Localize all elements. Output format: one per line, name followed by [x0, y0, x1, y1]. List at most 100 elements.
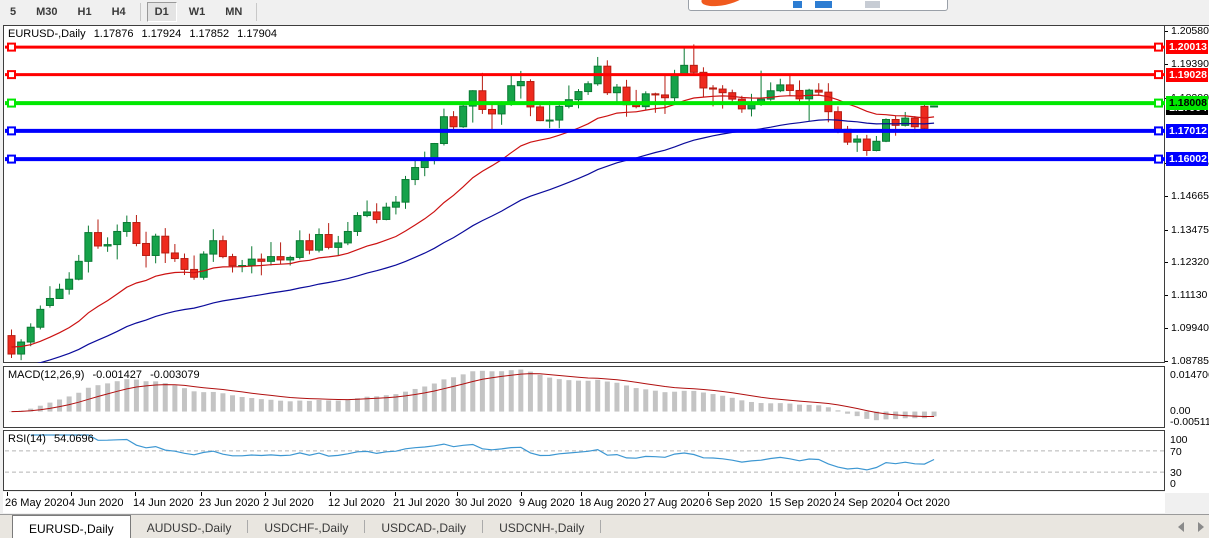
- date-tick-mark: [457, 492, 458, 496]
- price-tick-mark: [1165, 261, 1168, 263]
- date-tick-mark: [395, 492, 396, 496]
- date-tick-mark: [771, 492, 772, 496]
- timeframe-button-d1[interactable]: D1: [146, 2, 177, 22]
- horizontal-level-line[interactable]: [5, 154, 1165, 164]
- tab-audusd-daily[interactable]: AUDUSD-,Daily: [146, 521, 232, 535]
- macd-label: MACD(12,26,9) -0.001427 -0.003079: [8, 369, 205, 381]
- date-tick-mark: [265, 492, 266, 496]
- timeframe-toolbar: 5 M30 H1 H4 D1 W1 MN: [0, 0, 1209, 24]
- ma-slow-line: [36, 119, 935, 363]
- tab-scroll-left-icon[interactable]: [1178, 522, 1184, 532]
- tab-scroll-right-icon[interactable]: [1198, 522, 1204, 532]
- chart-symbol-label: EURUSD-,Daily: [8, 28, 86, 40]
- price-chart-canvas[interactable]: [5, 27, 1165, 363]
- timeframe-button-h1[interactable]: H1: [77, 6, 92, 18]
- candles: [7, 44, 939, 361]
- date-label: 30 Jul 2020: [455, 497, 512, 509]
- price-tick-mark: [1165, 229, 1168, 231]
- horizontal-level-line[interactable]: [5, 70, 1165, 80]
- level-line-handle[interactable]: [1154, 70, 1163, 80]
- chart-tab-bar: EURUSD-,Daily AUDUSD-,Daily USDCHF-,Dail…: [0, 514, 1209, 538]
- date-label: 4 Jun 2020: [69, 497, 124, 509]
- level-line-handle[interactable]: [7, 42, 16, 52]
- tab-eurusd-daily[interactable]: EURUSD-,Daily: [12, 515, 131, 538]
- chart-open-value: 1.17876: [93, 28, 134, 40]
- date-label: 14 Jun 2020: [133, 497, 194, 509]
- chart-close-value: 1.17904: [237, 28, 277, 40]
- ma-fast-line: [11, 94, 935, 348]
- date-tick-mark: [708, 492, 709, 496]
- price-chart-panel[interactable]: EURUSD-,Daily 1.17876 1.17924 1.17852 1.…: [3, 25, 1165, 363]
- toolbar-divider: [139, 3, 141, 21]
- price-level-badge: 1.17012: [1166, 123, 1208, 138]
- level-line-handle[interactable]: [1154, 126, 1163, 136]
- partial-overlay-window[interactable]: [688, 0, 948, 11]
- rsi-indicator-panel[interactable]: RSI(14) 54.0696: [3, 430, 1165, 491]
- date-label: 2 Jul 2020: [263, 497, 314, 509]
- timeframe-button-mn[interactable]: MN: [225, 6, 243, 18]
- price-level-badge: 1.19028: [1166, 67, 1208, 82]
- date-scale-axis[interactable]: 26 May 2020 4 Jun 2020 14 Jun 2020 23 Jun 2…: [3, 492, 1165, 513]
- timeframe-button-m30[interactable]: M30: [36, 6, 58, 18]
- tab-divider: [364, 520, 366, 533]
- date-tick-mark: [898, 492, 899, 496]
- date-tick-mark: [521, 492, 522, 496]
- level-line-handle[interactable]: [1154, 98, 1163, 108]
- level-line-handle[interactable]: [7, 98, 16, 108]
- tab-divider: [482, 520, 484, 533]
- date-label: 4 Oct 2020: [896, 497, 950, 509]
- price-level-badge: 1.20013: [1166, 40, 1208, 55]
- date-label: 15 Sep 2020: [769, 497, 832, 509]
- rsi-axis-30: 30: [1170, 467, 1182, 479]
- horizontal-level-line[interactable]: [5, 42, 1165, 52]
- price-tick-label: 1.14665: [1171, 190, 1209, 203]
- macd-canvas[interactable]: [5, 368, 1165, 428]
- timeframe-button-w1[interactable]: W1: [188, 6, 206, 18]
- price-tick-label: 1.20580: [1171, 25, 1209, 38]
- blue-glyph-icon: [793, 1, 802, 8]
- date-label: 27 Aug 2020: [643, 497, 705, 509]
- macd-histogram: [9, 369, 937, 421]
- rsi-canvas[interactable]: [5, 432, 1165, 491]
- date-label: 9 Aug 2020: [519, 497, 575, 509]
- gray-glyph-icon: [865, 1, 880, 8]
- level-line-handle[interactable]: [1154, 42, 1163, 52]
- tab-divider: [247, 520, 249, 533]
- level-line-handle[interactable]: [7, 70, 16, 80]
- date-tick-mark: [835, 492, 836, 496]
- rsi-value: 54.0696: [53, 433, 94, 445]
- horizontal-level-line[interactable]: [5, 126, 1165, 136]
- tab-usdcad-daily[interactable]: USDCAD-,Daily: [381, 521, 467, 535]
- price-tick-label: 1.19390: [1171, 58, 1209, 71]
- blue-glyph-icon: [815, 1, 832, 8]
- price-scale-axis[interactable]: 0.014706 0.00 -0.005113 100 70 30 0 1.20…: [1165, 25, 1209, 493]
- date-label: 26 May 2020: [5, 497, 69, 509]
- tab-divider: [600, 520, 602, 533]
- date-tick-mark: [7, 492, 8, 496]
- date-label: 18 Aug 2020: [579, 497, 641, 509]
- price-tick-mark: [1165, 360, 1168, 362]
- price-level-badge: 1.16002: [1166, 152, 1208, 167]
- macd-signal-value: -0.003079: [150, 369, 200, 381]
- price-tick-label: 1.11130: [1171, 289, 1208, 302]
- price-tick-mark: [1165, 328, 1168, 330]
- macd-indicator-panel[interactable]: MACD(12,26,9) -0.001427 -0.003079: [3, 366, 1165, 428]
- rsi-line: [30, 434, 935, 471]
- price-tick-label: 1.13475: [1171, 223, 1209, 236]
- chart-window: EURUSD-,Daily 1.17876 1.17924 1.17852 1.…: [3, 25, 1165, 491]
- orange-logo-icon: [699, 0, 749, 10]
- level-line-handle[interactable]: [7, 126, 16, 136]
- chart-high-value: 1.17924: [141, 28, 182, 40]
- price-tick-label: 1.09940: [1171, 322, 1209, 335]
- rsi-axis-70: 70: [1170, 446, 1182, 458]
- tab-usdchf-daily[interactable]: USDCHF-,Daily: [264, 521, 349, 535]
- timeframe-button-h4[interactable]: H4: [111, 6, 126, 18]
- level-line-handle[interactable]: [7, 154, 16, 164]
- tab-usdcnh-daily[interactable]: USDCNH-,Daily: [499, 521, 585, 535]
- date-tick-mark: [645, 492, 646, 496]
- macd-axis-min: -0.005113: [1170, 416, 1209, 428]
- level-line-handle[interactable]: [1154, 154, 1163, 164]
- timeframe-button-m5[interactable]: 5: [10, 6, 17, 18]
- horizontal-level-line[interactable]: [5, 98, 1165, 108]
